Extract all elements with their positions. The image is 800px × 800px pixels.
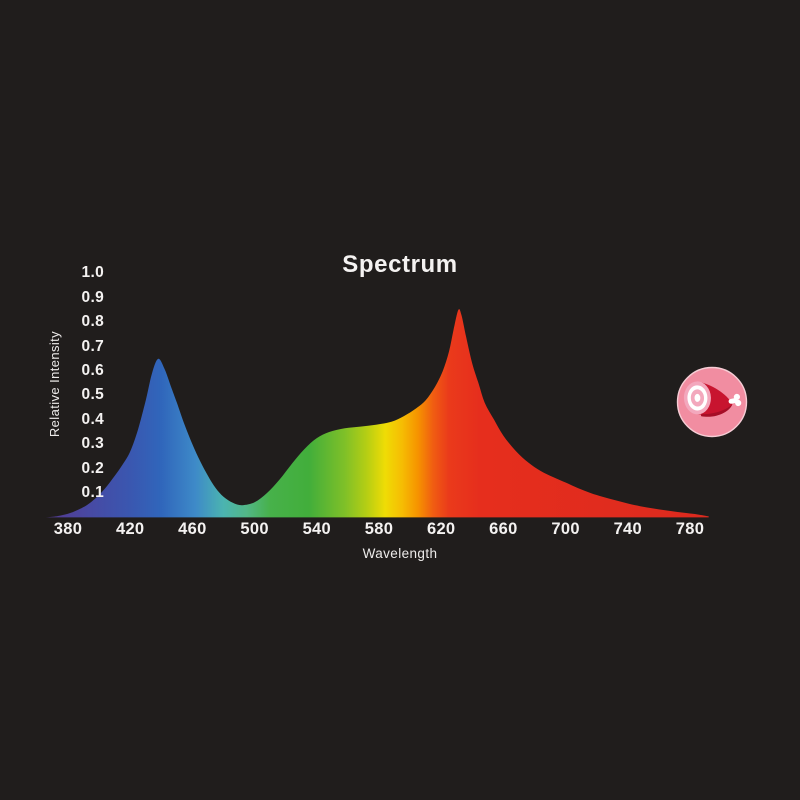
y-tick-label: 0.3 [81,435,104,453]
x-tick-label: 740 [613,520,643,538]
x-tick-label: 580 [364,520,394,538]
y-tick-label: 0.4 [81,410,104,428]
y-tick-label: 0.7 [81,337,104,355]
y-tick-label: 0.2 [81,459,104,477]
x-tick-label: 540 [302,520,332,538]
x-tick-label: 500 [240,520,269,538]
x-tick-label: 620 [426,520,456,538]
y-tick-label: 0.9 [81,288,104,306]
y-tick-label: 0.1 [81,484,104,501]
y-tick-label: 0.5 [81,386,104,404]
x-tick-label: 660 [489,520,518,538]
x-tick-label: 780 [675,520,705,538]
x-tick-label: 380 [53,520,83,538]
y-tick-label: 0.6 [81,362,104,379]
x-axis-label: Wavelength [362,546,438,561]
chart-title: Spectrum [342,251,458,278]
x-tick-label: 460 [178,520,207,538]
x-tick-label: 700 [551,520,580,538]
y-tick-label: 0.8 [81,313,104,331]
x-tick-label: 420 [115,520,145,538]
y-tick-label: 1.0 [81,264,104,282]
ham-icon-badge [676,366,748,438]
ham-icon [676,366,748,438]
